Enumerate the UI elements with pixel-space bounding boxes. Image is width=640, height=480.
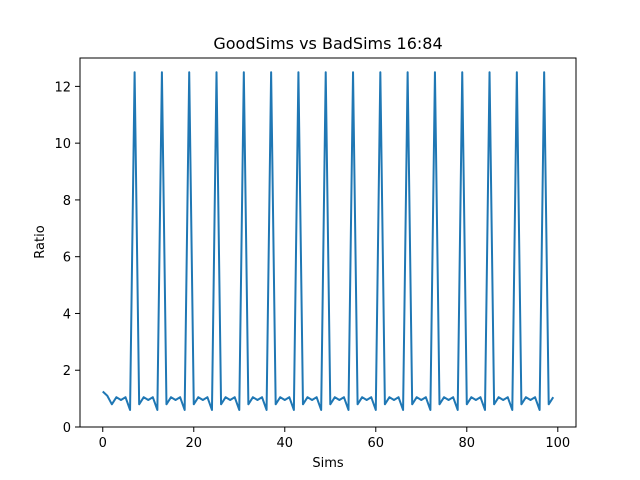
series-line-0 [102, 71, 555, 411]
plot-area [102, 71, 555, 411]
x-tick-label: 100 [545, 436, 570, 451]
y-tick-label: 12 [54, 80, 71, 95]
x-axis: 0 20 40 60 80 100 [99, 427, 570, 451]
x-tick-label: 40 [276, 436, 293, 451]
y-tick-label: 4 [63, 307, 71, 322]
y-axis-label: Ratio [33, 225, 48, 258]
y-tick-label: 0 [63, 421, 71, 436]
plot-frame [79, 57, 577, 428]
chart-title: GoodSims vs BadSims 16:84 [213, 34, 442, 53]
y-tick-label: 2 [63, 364, 71, 379]
x-tick-label: 60 [368, 436, 385, 451]
y-tick-label: 10 [54, 137, 71, 152]
y-tick-label: 8 [63, 194, 71, 209]
x-tick-label: 0 [99, 436, 107, 451]
x-axis-label: Sims [312, 456, 344, 471]
y-axis: 0 2 4 6 8 10 12 [54, 80, 80, 436]
x-tick-label: 80 [459, 436, 476, 451]
y-tick-label: 6 [63, 251, 71, 266]
x-tick-label: 20 [185, 436, 202, 451]
